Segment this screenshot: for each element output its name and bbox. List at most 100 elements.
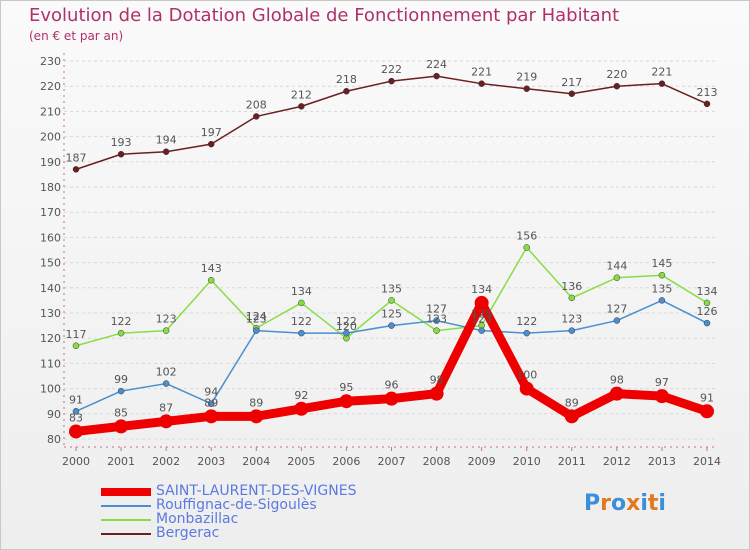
chart-subtitle: (en € et par an) <box>29 29 124 43</box>
data-point-monbazillac <box>162 327 170 334</box>
legend-swatch-monbazillac <box>101 519 151 521</box>
data-point-saint-laurent <box>339 394 354 409</box>
data-point-saint-laurent <box>114 419 129 434</box>
y-tick-label: 130 <box>40 307 61 320</box>
data-point-bergerac <box>658 80 666 87</box>
logo-letter: P <box>584 491 601 516</box>
x-tick-label: 2014 <box>693 455 721 468</box>
data-label-bergerac: 221 <box>471 66 492 79</box>
data-label-saint-laurent: 91 <box>700 391 714 404</box>
data-point-rouffignac <box>72 408 80 415</box>
data-label-monbazillac: 135 <box>381 282 402 295</box>
data-label-saint-laurent: 98 <box>610 374 624 387</box>
data-point-monbazillac <box>703 299 711 307</box>
data-point-bergerac <box>703 100 711 108</box>
x-tick-label: 2009 <box>468 455 496 468</box>
data-label-saint-laurent: 92 <box>294 389 308 402</box>
data-point-monbazillac <box>117 329 125 337</box>
data-point-rouffignac <box>523 329 530 337</box>
data-point-saint-laurent <box>249 409 264 424</box>
logo-letter: o <box>610 491 627 516</box>
data-label-monbazillac: 123 <box>156 313 177 326</box>
x-tick-label: 2013 <box>648 455 676 468</box>
chart-title: Evolution de la Dotation Globale de Fonc… <box>29 5 620 26</box>
x-tick-label: 2007 <box>378 455 406 468</box>
data-label-monbazillac: 122 <box>111 315 132 328</box>
x-tick-label: 2011 <box>558 455 586 468</box>
data-point-monbazillac <box>568 294 576 302</box>
legend-item-bergerac[interactable]: Bergerac <box>101 525 401 541</box>
series-line-bergerac <box>75 75 708 171</box>
y-tick-label: 100 <box>40 383 61 396</box>
data-label-bergerac: 197 <box>201 126 222 139</box>
data-point-rouffignac <box>613 317 621 324</box>
data-label-bergerac: 208 <box>246 98 267 111</box>
logo-letter: r <box>600 491 611 516</box>
data-point-bergerac <box>117 150 125 158</box>
data-point-saint-laurent <box>294 401 309 416</box>
data-label-monbazillac: 117 <box>66 328 87 341</box>
legend-swatch-bergerac <box>101 533 151 535</box>
data-point-monbazillac <box>298 299 305 307</box>
data-point-rouffignac <box>207 400 215 407</box>
data-label-monbazillac: 134 <box>697 285 718 298</box>
data-label-bergerac: 218 <box>336 73 357 86</box>
x-tick-label: 2008 <box>423 455 451 468</box>
data-point-rouffignac <box>298 329 305 337</box>
data-point-rouffignac <box>478 327 485 334</box>
data-point-bergerac <box>298 103 305 110</box>
legend-item-monbazillac[interactable]: Monbazillac <box>101 511 401 527</box>
x-tick-label: 2000 <box>62 455 90 468</box>
data-label-saint-laurent: 96 <box>385 379 399 392</box>
data-point-monbazillac <box>658 271 666 279</box>
legend-item-rouffignac[interactable]: Rouffignac-de-Sigoulès <box>101 497 401 513</box>
data-point-bergerac <box>162 148 170 155</box>
logo-letter: i <box>640 491 648 516</box>
data-label-rouffignac: 102 <box>156 366 177 379</box>
data-label-rouffignac: 122 <box>291 315 312 328</box>
data-label-saint-laurent: 83 <box>69 411 83 424</box>
data-point-rouffignac <box>568 327 576 334</box>
legend-label-rouffignac: Rouffignac-de-Sigoulès <box>156 497 317 513</box>
data-label-saint-laurent: 95 <box>339 381 353 394</box>
x-tick-label: 2010 <box>513 455 541 468</box>
data-label-bergerac: 187 <box>66 151 87 164</box>
legend-label-saint-laurent: SAINT-LAURENT-DES-VIGNES <box>156 483 357 499</box>
data-label-bergerac: 213 <box>697 86 718 99</box>
data-point-saint-laurent <box>654 389 669 404</box>
logo-letter: i <box>658 491 666 516</box>
x-tick-label: 2006 <box>332 455 360 468</box>
y-tick-label: 80 <box>47 433 61 446</box>
data-point-bergerac <box>388 77 395 85</box>
chart-legend: SAINT-LAURENT-DES-VIGNES Rouffignac-de-S… <box>101 483 401 541</box>
data-label-rouffignac: 123 <box>471 313 492 326</box>
data-label-monbazillac: 156 <box>516 229 537 242</box>
data-label-saint-laurent: 134 <box>471 283 492 296</box>
data-point-bergerac <box>433 72 440 80</box>
data-label-rouffignac: 99 <box>114 373 128 386</box>
y-tick-label: 170 <box>40 206 61 219</box>
data-point-saint-laurent <box>700 404 714 419</box>
data-point-saint-laurent <box>474 295 489 310</box>
data-point-saint-laurent <box>69 424 83 439</box>
data-label-monbazillac: 123 <box>426 313 447 326</box>
y-tick-label: 180 <box>40 181 61 194</box>
data-point-monbazillac <box>523 244 530 251</box>
data-point-bergerac <box>253 113 260 120</box>
data-label-saint-laurent: 97 <box>655 376 669 389</box>
data-label-monbazillac: 134 <box>291 285 312 298</box>
data-label-rouffignac: 94 <box>204 386 218 399</box>
data-label-rouffignac: 123 <box>561 313 582 326</box>
legend-item-saint-laurent[interactable]: SAINT-LAURENT-DES-VIGNES <box>101 483 401 499</box>
y-tick-label: 200 <box>40 131 61 144</box>
data-point-monbazillac <box>613 274 621 281</box>
y-tick-label: 220 <box>40 80 61 93</box>
data-point-rouffignac <box>253 327 260 334</box>
data-point-bergerac <box>207 140 215 148</box>
logo-letter: x <box>626 491 641 516</box>
data-point-bergerac <box>568 90 576 98</box>
logo-letter: t <box>647 491 659 516</box>
x-tick-label: 2003 <box>197 455 225 468</box>
data-label-saint-laurent: 87 <box>159 401 173 414</box>
